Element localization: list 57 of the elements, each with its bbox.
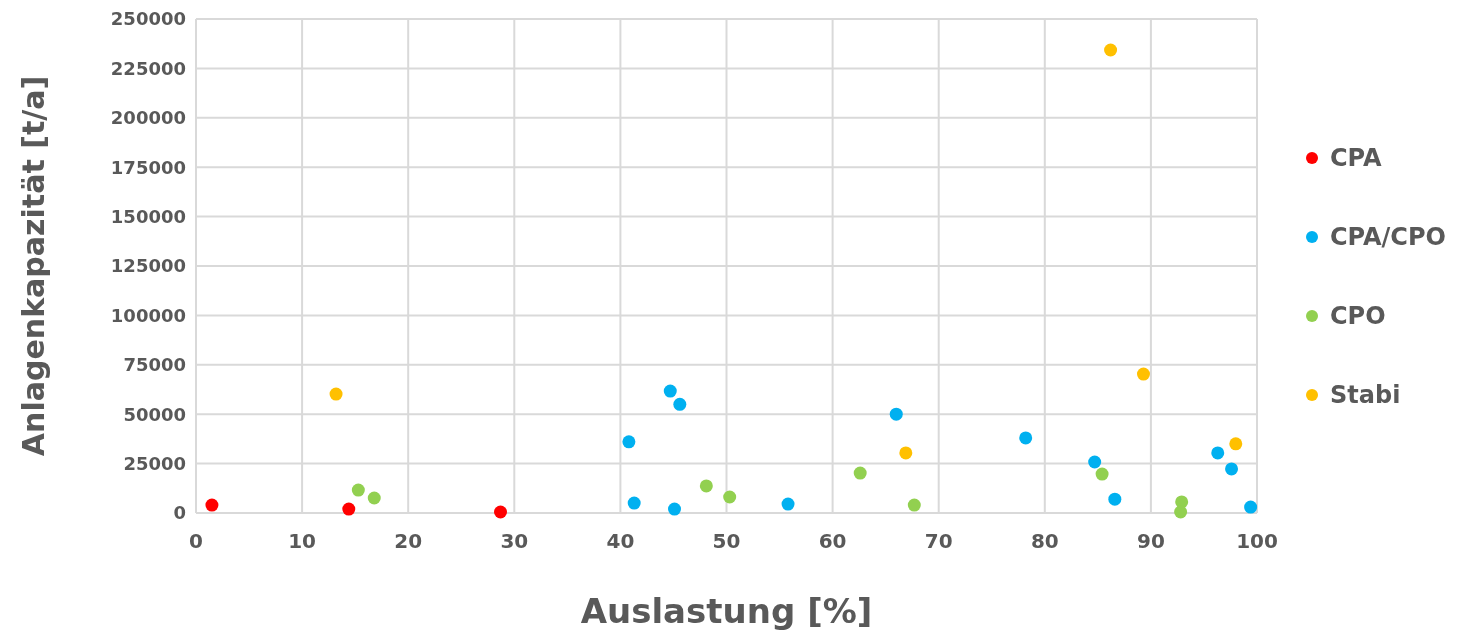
legend-label: CPA/CPO (1330, 223, 1446, 252)
point (668, 502, 682, 516)
point (1174, 505, 1188, 519)
x-axis-title: Auslastung [%] (580, 591, 873, 631)
point (622, 435, 636, 449)
x-tick-label: 20 (394, 529, 423, 553)
legend-label: Stabi (1330, 381, 1401, 410)
point (853, 466, 867, 480)
point (342, 502, 356, 516)
point (1095, 467, 1109, 481)
x-tick-label: 90 (1136, 529, 1165, 553)
point (663, 384, 677, 398)
point (494, 505, 508, 519)
point (723, 490, 737, 504)
legend-label: CPO (1330, 302, 1386, 331)
point (1104, 43, 1118, 57)
x-tick-label: 40 (606, 529, 635, 553)
point (889, 407, 903, 421)
point (1211, 446, 1225, 460)
point (907, 498, 921, 512)
y-tick-label: 175000 (110, 156, 186, 178)
x-tick-label: 70 (924, 529, 953, 553)
point (699, 479, 713, 493)
x-tick-label: 80 (1030, 529, 1059, 553)
y-tick-label: 150000 (110, 205, 186, 227)
y-tick-label: 225000 (110, 57, 186, 79)
y-tick-label: 125000 (110, 255, 186, 277)
point (1019, 431, 1033, 445)
point (367, 491, 381, 505)
y-tick-label: 25000 (123, 452, 186, 474)
x-tick-label: 10 (288, 529, 317, 553)
point (1229, 437, 1243, 451)
point (673, 397, 687, 411)
point (781, 497, 795, 511)
x-tick-label: 100 (1236, 529, 1278, 553)
point (1088, 455, 1102, 469)
y-tick-label: 250000 (110, 8, 186, 30)
y-tick-label: 200000 (110, 107, 186, 129)
point (627, 496, 641, 510)
x-tick-label: 50 (712, 529, 741, 553)
point (329, 387, 343, 401)
point (1225, 462, 1239, 476)
point (351, 483, 365, 497)
legend-label: CPA (1330, 144, 1382, 173)
y-axis-title: Anlagenkapazität [t/a] (16, 75, 51, 457)
point (1108, 492, 1122, 506)
point (1244, 500, 1258, 514)
x-tick-label: 30 (500, 529, 529, 553)
point (1136, 367, 1150, 381)
point (205, 498, 219, 512)
y-tick-label: 100000 (110, 304, 186, 326)
point (899, 446, 913, 460)
y-tick-label: 75000 (123, 354, 186, 376)
y-tick-label: 0 (173, 502, 186, 524)
x-tick-label: 60 (818, 529, 847, 553)
y-tick-label: 50000 (123, 403, 186, 425)
x-tick-label: 0 (189, 529, 203, 553)
